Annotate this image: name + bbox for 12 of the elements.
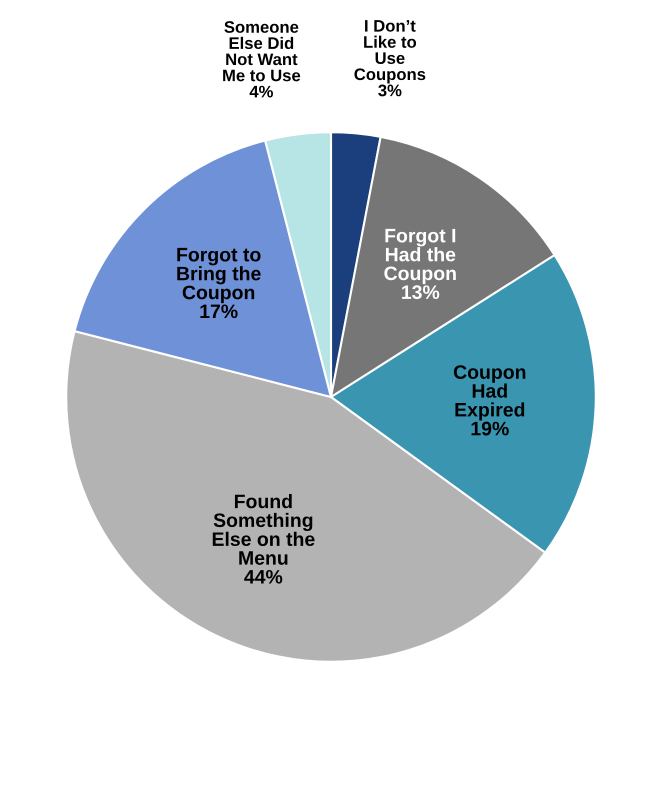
slice-label: Found Something Else on the Menu: [212, 494, 315, 565]
slice-label: Coupon Had Expired: [454, 365, 526, 420]
data-label: 13%: [402, 285, 440, 300]
data-label: 17%: [200, 304, 238, 318]
slice-label: Someone Else Did Not Want Me to Use: [223, 21, 300, 82]
slice-label: Forgot I Had the Coupon: [384, 228, 456, 284]
slice-label: Forgot to Bring the Coupon: [177, 248, 261, 304]
data-label: 19%: [472, 422, 509, 436]
slice-label: I Don’t Like to Use Coupons: [354, 20, 426, 84]
data-label: 44%: [244, 570, 282, 584]
data-label: 4%: [250, 86, 273, 98]
data-label: 3%: [378, 84, 402, 96]
